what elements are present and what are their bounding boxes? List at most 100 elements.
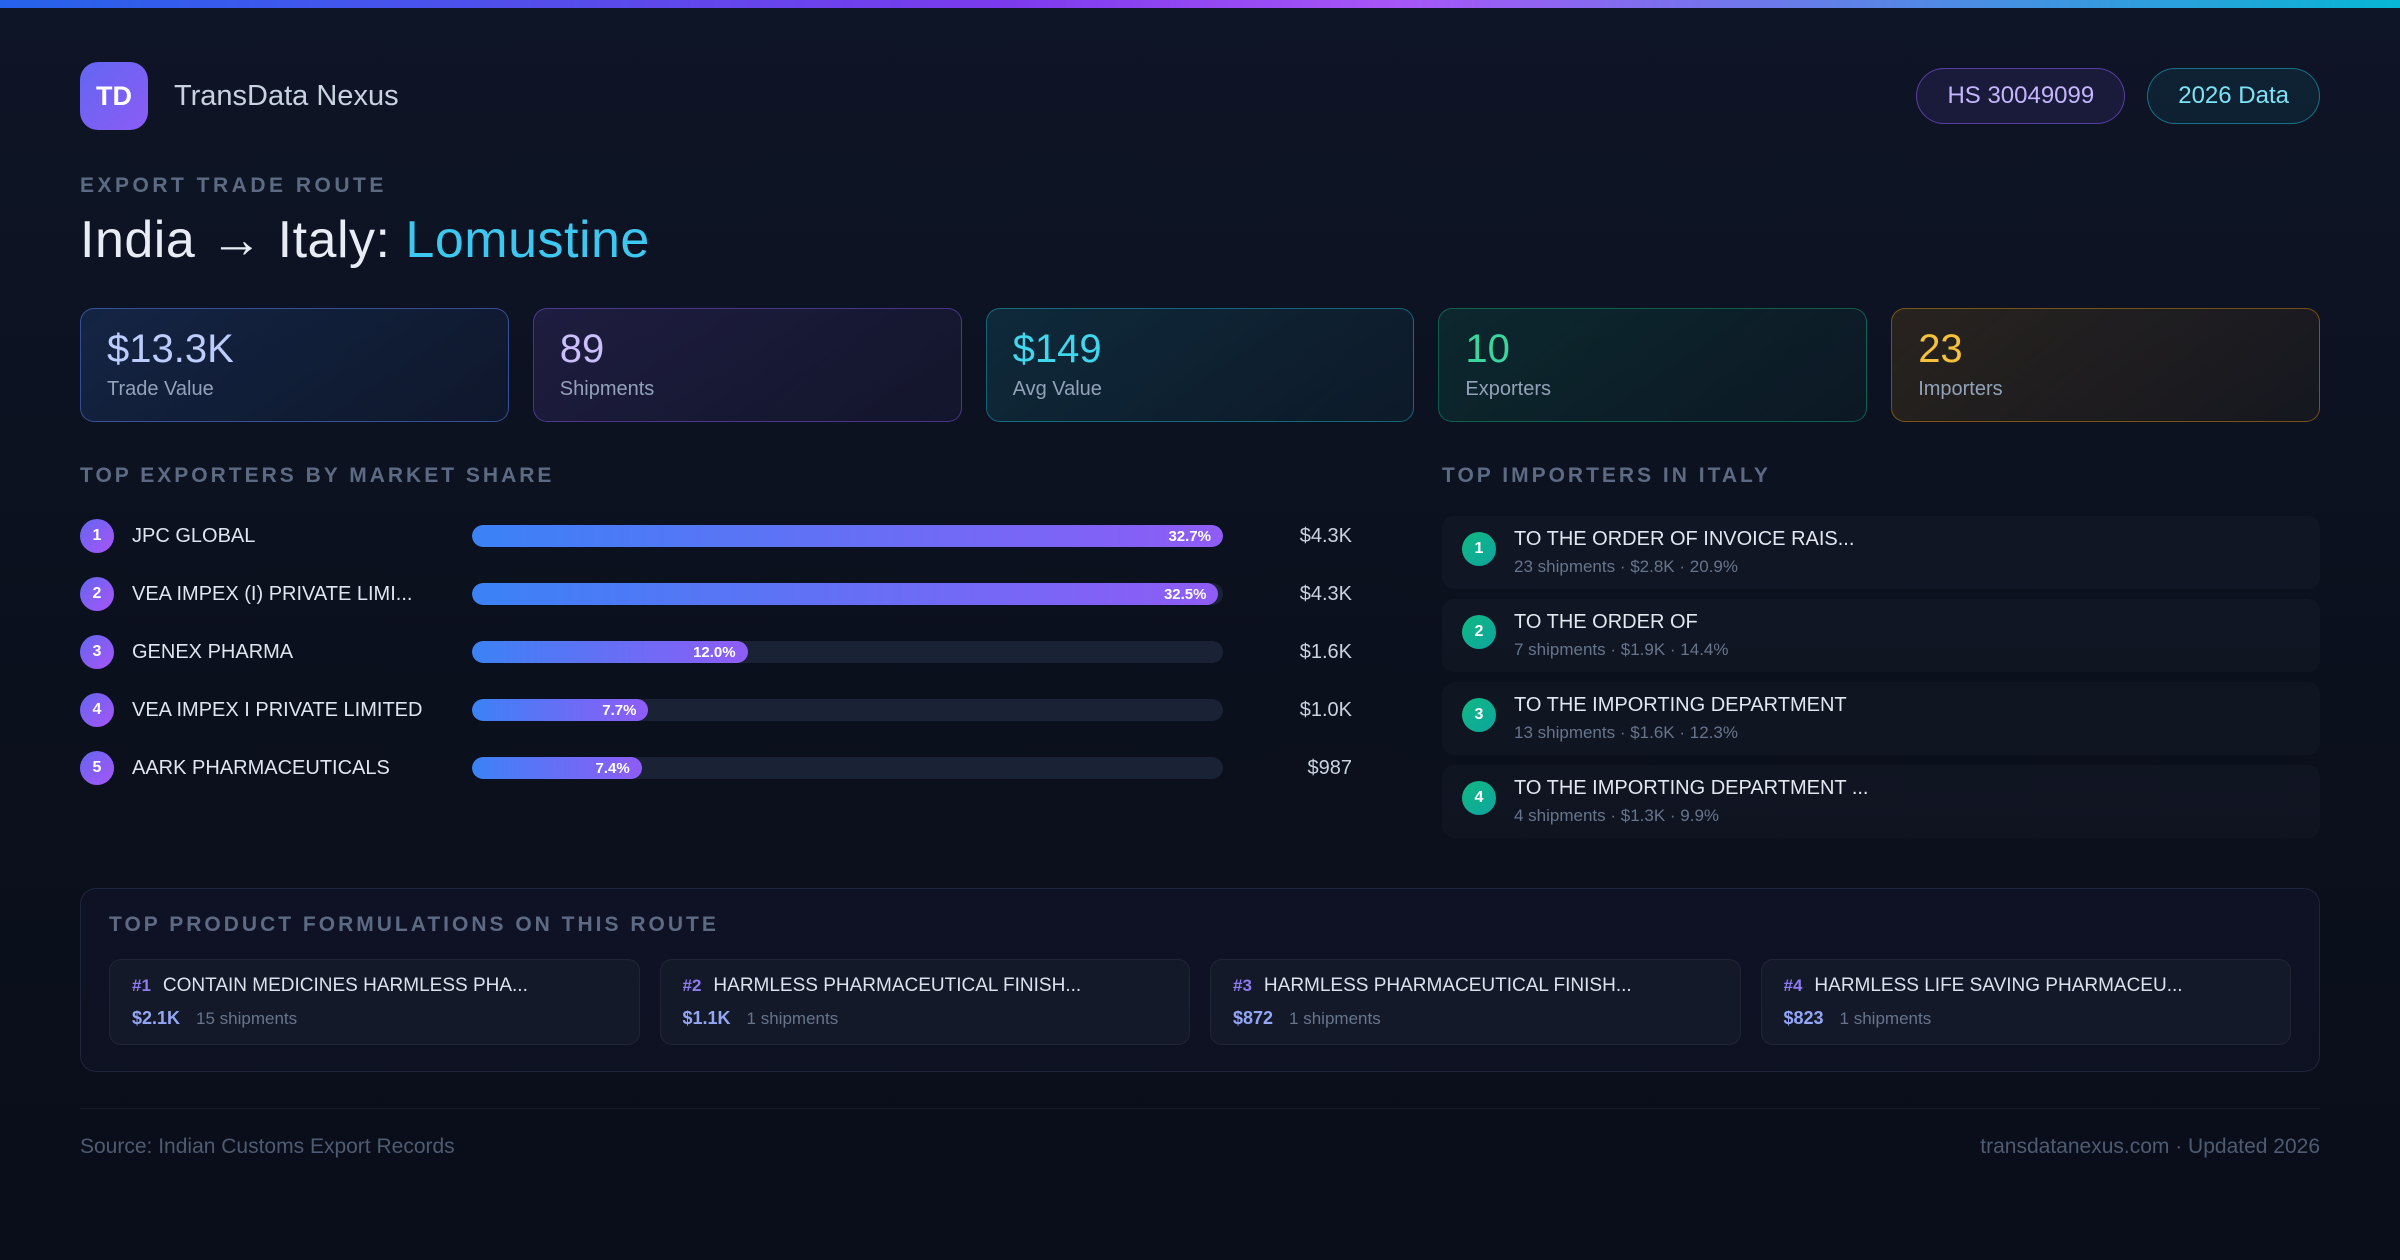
- stat-value: 10: [1465, 327, 1510, 371]
- importer-meta: 4 shipments · $1.3K · 9.9%: [1514, 806, 1720, 825]
- exporter-row: 1 JPC GLOBAL 32.7% $4.3K: [80, 516, 1352, 556]
- product-cards: #1 CONTAIN MEDICINES HARMLESS PHA... $2.…: [109, 959, 2291, 1045]
- exporter-value: $4.3K: [1299, 524, 1352, 547]
- product-card-bottom: $823 1 shipments: [1784, 1008, 2269, 1029]
- stat-label: Trade Value: [107, 378, 214, 400]
- product-rank: #2: [682, 976, 702, 995]
- importer-name: TO THE ORDER OF INVOICE RAIS...: [1514, 528, 1855, 550]
- importer-meta: 7 shipments · $1.9K · 14.4%: [1514, 640, 1729, 659]
- data-year-badge[interactable]: 2026 Data: [2147, 68, 2320, 124]
- market-share-bar-fill: 32.7%: [472, 525, 1223, 547]
- stat-label: Avg Value: [1012, 378, 1102, 400]
- stat-avg-value: $149 Avg Value: [985, 308, 1415, 422]
- product-value: $2.1K: [132, 1008, 181, 1028]
- stat-value: 23: [1918, 327, 1963, 371]
- exporter-value: $987: [1307, 756, 1353, 779]
- product-name: HARMLESS PHARMACEUTICAL FINISH...: [713, 975, 1082, 996]
- exporter-row: 4 VEA IMPEX I PRIVATE LIMITED 7.7% $1.0K: [80, 690, 1352, 730]
- hs-code-badge[interactable]: HS 30049099: [1916, 68, 2126, 124]
- importer-meta: 23 shipments · $2.8K · 20.9%: [1514, 557, 1738, 576]
- product-rank: #4: [1783, 976, 1803, 995]
- importer-rank-badge: 3: [1462, 698, 1496, 732]
- market-share-bar: 7.4%: [472, 757, 1223, 779]
- importer-info: TO THE ORDER OF INVOICE RAIS... 23 shipm…: [1514, 528, 1854, 577]
- stat-shipments: 89 Shipments: [532, 308, 962, 422]
- top-accent-bar: [0, 0, 2400, 8]
- importers-section-title: TOP IMPORTERS IN ITALY: [1442, 464, 1771, 487]
- product-value: $872: [1233, 1008, 1274, 1028]
- importer-row: 1 TO THE ORDER OF INVOICE RAIS... 23 shi…: [1442, 516, 2320, 589]
- main-columns: TOP EXPORTERS BY MARKET SHARE 1 JPC GLOB…: [80, 464, 2320, 848]
- exporter-name: JPC GLOBAL: [132, 524, 256, 547]
- product-card-top: #2 HARMLESS PHARMACEUTICAL FINISH...: [683, 975, 1168, 997]
- product-card: #1 CONTAIN MEDICINES HARMLESS PHA... $2.…: [109, 959, 640, 1045]
- exporter-row: 2 VEA IMPEX (I) PRIVATE LIMI... 32.5% $4…: [80, 574, 1352, 614]
- market-share-bar: 7.7%: [472, 699, 1223, 721]
- product-rank: #3: [1233, 976, 1252, 995]
- exporter-rank-badge: 5: [80, 751, 114, 785]
- importer-row: 2 TO THE ORDER OF 7 shipments · $1.9K · …: [1442, 599, 2320, 672]
- market-share-label: 32.7%: [1168, 527, 1211, 545]
- importer-rank-badge: 4: [1462, 781, 1496, 815]
- market-share-label: 7.7%: [602, 701, 637, 719]
- product-card: #2 HARMLESS PHARMACEUTICAL FINISH... $1.…: [659, 959, 1190, 1045]
- exporter-name: GENEX PHARMA: [132, 640, 294, 663]
- title-route: India → Italy:: [80, 211, 406, 269]
- product-shipments: 1 shipments: [1289, 1009, 1381, 1028]
- stat-cards: $13.3K Trade Value 89 Shipments $149 Avg…: [80, 308, 2320, 422]
- product-card-bottom: $2.1K 15 shipments: [132, 1008, 617, 1029]
- product-card-top: #4 HARMLESS LIFE SAVING PHARMACEU...: [1784, 975, 2269, 997]
- exporter-value: $4.3K: [1299, 582, 1352, 605]
- stat-exporters: 10 Exporters: [1438, 308, 1868, 422]
- header-badges: HS 30049099 2026 Data: [1916, 68, 2320, 124]
- product-value: $823: [1783, 1008, 1824, 1028]
- exporter-rank-badge: 4: [80, 693, 114, 727]
- products-section-title: TOP PRODUCT FORMULATIONS ON THIS ROUTE: [109, 913, 719, 936]
- market-share-bar-fill: 12.0%: [472, 641, 748, 663]
- exporter-name: VEA IMPEX I PRIVATE LIMITED: [132, 698, 423, 721]
- market-share-label: 32.5%: [1163, 585, 1207, 603]
- stat-value: 89: [559, 327, 605, 371]
- market-share-bar: 32.5%: [472, 583, 1223, 605]
- exporters-section: TOP EXPORTERS BY MARKET SHARE 1 JPC GLOB…: [80, 464, 1352, 806]
- app-logo: TD: [80, 62, 148, 130]
- product-rank: #1: [132, 976, 151, 995]
- exporters-section-title: TOP EXPORTERS BY MARKET SHARE: [80, 464, 555, 487]
- importer-rank-badge: 1: [1462, 532, 1496, 566]
- product-card-bottom: $1.1K 1 shipments: [683, 1008, 1168, 1029]
- products-section: TOP PRODUCT FORMULATIONS ON THIS ROUTE #…: [80, 888, 2320, 1072]
- market-share-bar: 32.7%: [472, 525, 1223, 547]
- importer-row: 4 TO THE IMPORTING DEPARTMENT ... 4 ship…: [1442, 765, 2320, 838]
- exporter-row: 3 GENEX PHARMA 12.0% $1.6K: [80, 632, 1352, 672]
- exporter-name: VEA IMPEX (I) PRIVATE LIMI...: [132, 582, 413, 605]
- market-share-bar-fill: 32.5%: [472, 583, 1219, 605]
- importer-info: TO THE IMPORTING DEPARTMENT ... 4 shipme…: [1514, 777, 1869, 826]
- stat-value: $13.3K: [107, 327, 234, 371]
- route-eyebrow: EXPORT TRADE ROUTE: [80, 174, 387, 197]
- stat-importers: 23 Importers: [1891, 308, 2320, 422]
- stat-value: $149: [1012, 327, 1102, 371]
- footer: Source: Indian Customs Export Records tr…: [80, 1108, 2320, 1199]
- footer-source: Source: Indian Customs Export Records: [80, 1135, 455, 1158]
- exporter-rank-badge: 1: [80, 519, 114, 553]
- importer-rank-badge: 2: [1462, 615, 1496, 649]
- product-card-bottom: $872 1 shipments: [1233, 1008, 1718, 1029]
- exporter-rank-badge: 2: [80, 577, 114, 611]
- exporter-rank-badge: 3: [80, 635, 114, 669]
- header: TD TransData Nexus HS 30049099 2026 Data: [80, 62, 2320, 130]
- app-name: TransData Nexus: [174, 79, 399, 112]
- market-share-label: 12.0%: [693, 643, 736, 661]
- importer-info: TO THE ORDER OF 7 shipments · $1.9K · 14…: [1514, 611, 1729, 660]
- product-value: $1.1K: [682, 1008, 731, 1028]
- product-shipments: 15 shipments: [196, 1009, 298, 1028]
- importer-row: 3 TO THE IMPORTING DEPARTMENT 13 shipmen…: [1442, 682, 2320, 755]
- product-shipments: 1 shipments: [746, 1009, 839, 1028]
- product-name: HARMLESS PHARMACEUTICAL FINISH...: [1263, 975, 1632, 996]
- exporter-value: $1.6K: [1299, 640, 1352, 663]
- page: TD TransData Nexus HS 30049099 2026 Data…: [0, 62, 2400, 1199]
- market-share-bar: 12.0%: [472, 641, 1223, 663]
- stat-trade-value: $13.3K Trade Value: [80, 308, 509, 422]
- importer-info: TO THE IMPORTING DEPARTMENT 13 shipments…: [1514, 694, 1847, 743]
- stat-label: Shipments: [559, 378, 655, 400]
- market-share-bar-fill: 7.4%: [472, 757, 642, 779]
